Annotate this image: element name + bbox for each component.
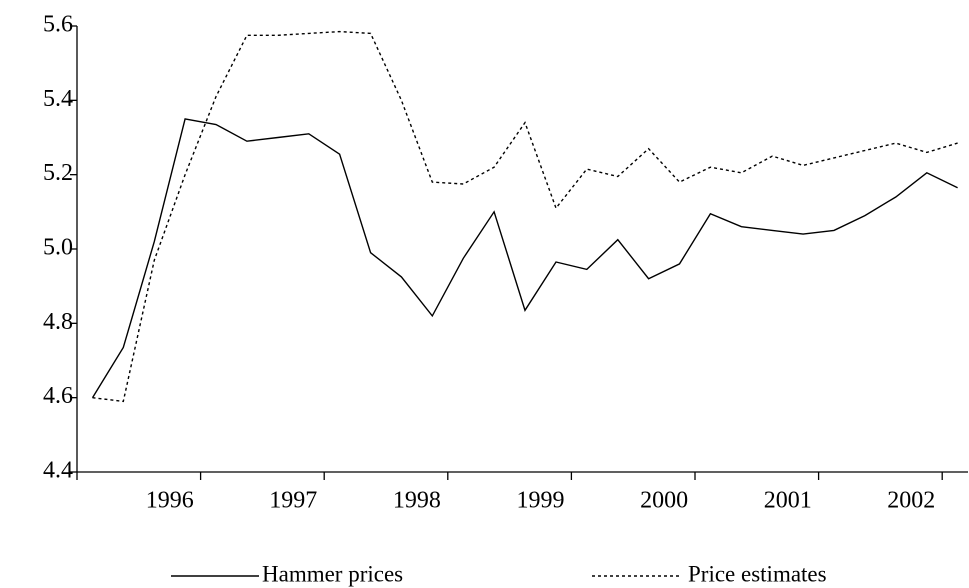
x-tick-label: 1996 (146, 488, 194, 514)
series-line (92, 30, 958, 403)
legend-label: Hammer prices (262, 561, 403, 586)
y-tick-label: 5.6 (43, 12, 73, 38)
y-tick-label: 5.4 (43, 86, 73, 112)
y-tick-label: 4.8 (43, 309, 73, 335)
x-tick-label: 1997 (269, 488, 317, 514)
x-tick-label: 2001 (764, 488, 812, 514)
y-tick-label: 4.4 (43, 458, 73, 484)
x-tick-label: 1998 (393, 488, 441, 514)
x-tick-label: 2002 (887, 488, 935, 514)
y-tick-label: 5.2 (43, 160, 73, 186)
y-tick-label: 5.0 (43, 235, 73, 261)
x-tick-label: 1999 (517, 488, 565, 514)
y-tick-label: 4.6 (43, 383, 73, 409)
series-line (91, 118, 958, 399)
x-tick-label: 2000 (640, 488, 688, 514)
legend-label: Price estimates (688, 561, 827, 586)
